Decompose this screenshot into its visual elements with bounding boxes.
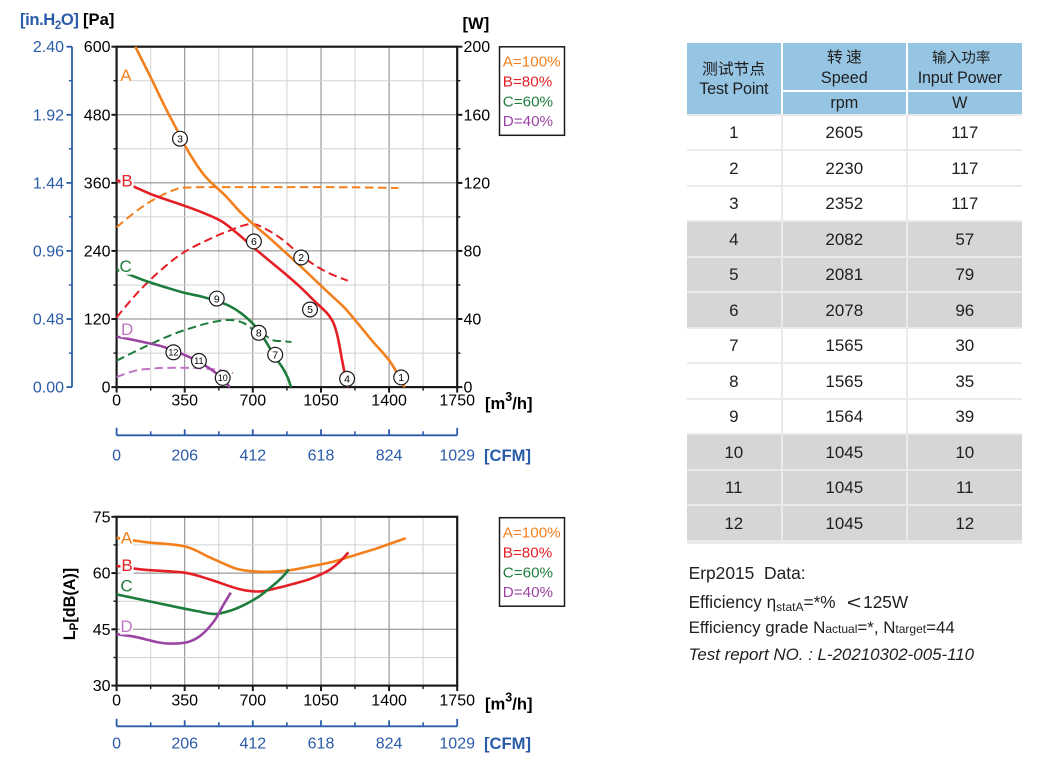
svg-text:C: C <box>120 257 132 276</box>
svg-text:8: 8 <box>256 328 262 340</box>
svg-text:[CFM]: [CFM] <box>484 734 531 753</box>
svg-text:1.44: 1.44 <box>33 175 64 192</box>
svg-text:1029: 1029 <box>439 736 475 753</box>
svg-text:0: 0 <box>102 380 111 397</box>
svg-text:2: 2 <box>298 252 304 264</box>
svg-text:4: 4 <box>344 374 350 386</box>
svg-text:[in.H2O]: [in.H2O] <box>20 10 79 32</box>
svg-text:1: 1 <box>398 372 404 384</box>
svg-text:0: 0 <box>112 736 121 753</box>
svg-text:1750: 1750 <box>439 693 475 710</box>
svg-text:80: 80 <box>464 243 482 260</box>
svg-text:75: 75 <box>93 509 111 526</box>
svg-text:120: 120 <box>464 175 491 192</box>
svg-text:A: A <box>120 66 132 85</box>
svg-text:C: C <box>120 576 132 595</box>
svg-text:1.92: 1.92 <box>33 107 64 124</box>
svg-text:120: 120 <box>84 312 111 329</box>
svg-text:700: 700 <box>239 393 266 410</box>
svg-text:160: 160 <box>464 107 491 124</box>
svg-text:7: 7 <box>272 349 278 361</box>
svg-text:B=80%: B=80% <box>503 545 552 562</box>
svg-text:45: 45 <box>93 622 111 639</box>
svg-text:2.40: 2.40 <box>33 39 64 56</box>
svg-text:3: 3 <box>177 133 183 145</box>
svg-text:12: 12 <box>168 348 178 358</box>
svg-text:206: 206 <box>171 736 198 753</box>
svg-text:[CFM]: [CFM] <box>484 446 531 465</box>
svg-text:700: 700 <box>239 693 266 710</box>
svg-text:D: D <box>120 617 132 636</box>
svg-text:A=100%: A=100% <box>503 525 561 542</box>
svg-text:B=80%: B=80% <box>503 74 552 91</box>
svg-text:[Pa]: [Pa] <box>83 10 114 29</box>
svg-text:360: 360 <box>84 175 111 192</box>
svg-text:C=60%: C=60% <box>503 93 553 110</box>
svg-text:6: 6 <box>251 236 257 248</box>
svg-text:11: 11 <box>194 356 203 366</box>
svg-text:0.48: 0.48 <box>33 312 64 329</box>
svg-text:1400: 1400 <box>371 693 407 710</box>
svg-text:B: B <box>121 172 132 191</box>
svg-text:C=60%: C=60% <box>503 564 553 581</box>
svg-text:1750: 1750 <box>439 393 475 410</box>
svg-text:0: 0 <box>112 448 121 465</box>
svg-text:206: 206 <box>171 448 198 465</box>
svg-text:0: 0 <box>112 393 121 410</box>
svg-text:40: 40 <box>464 312 482 329</box>
svg-text:200: 200 <box>464 39 491 56</box>
svg-text:0.00: 0.00 <box>33 380 64 397</box>
svg-text:10: 10 <box>218 373 228 383</box>
svg-text:30: 30 <box>93 678 111 695</box>
svg-text:824: 824 <box>376 736 403 753</box>
svg-text:618: 618 <box>308 448 335 465</box>
svg-text:1050: 1050 <box>303 693 339 710</box>
svg-text:350: 350 <box>171 693 198 710</box>
svg-text:0: 0 <box>464 380 473 397</box>
svg-text:D: D <box>121 320 133 339</box>
svg-text:1400: 1400 <box>371 393 407 410</box>
svg-text:0.96: 0.96 <box>33 243 64 260</box>
svg-text:5: 5 <box>307 304 313 316</box>
svg-text:[m3/h]: [m3/h] <box>485 390 533 413</box>
svg-text:[W]: [W] <box>463 14 490 33</box>
svg-text:412: 412 <box>239 448 266 465</box>
svg-text:240: 240 <box>84 243 111 260</box>
svg-text:480: 480 <box>84 107 111 124</box>
svg-text:LP[dB(A)]: LP[dB(A)] <box>61 568 81 640</box>
svg-text:600: 600 <box>84 39 111 56</box>
svg-text:A=100%: A=100% <box>503 54 561 71</box>
svg-text:60: 60 <box>93 566 111 583</box>
svg-text:D=40%: D=40% <box>503 584 553 601</box>
svg-text:1029: 1029 <box>439 448 475 465</box>
svg-text:0: 0 <box>112 693 121 710</box>
svg-text:618: 618 <box>308 736 335 753</box>
svg-text:[m3/h]: [m3/h] <box>485 691 533 714</box>
svg-text:824: 824 <box>376 448 403 465</box>
svg-text:412: 412 <box>239 736 266 753</box>
svg-text:D=40%: D=40% <box>503 113 553 130</box>
svg-text:9: 9 <box>214 293 220 305</box>
svg-text:1050: 1050 <box>303 393 339 410</box>
svg-text:B: B <box>121 556 132 575</box>
svg-text:A: A <box>121 529 133 548</box>
svg-text:350: 350 <box>171 393 198 410</box>
